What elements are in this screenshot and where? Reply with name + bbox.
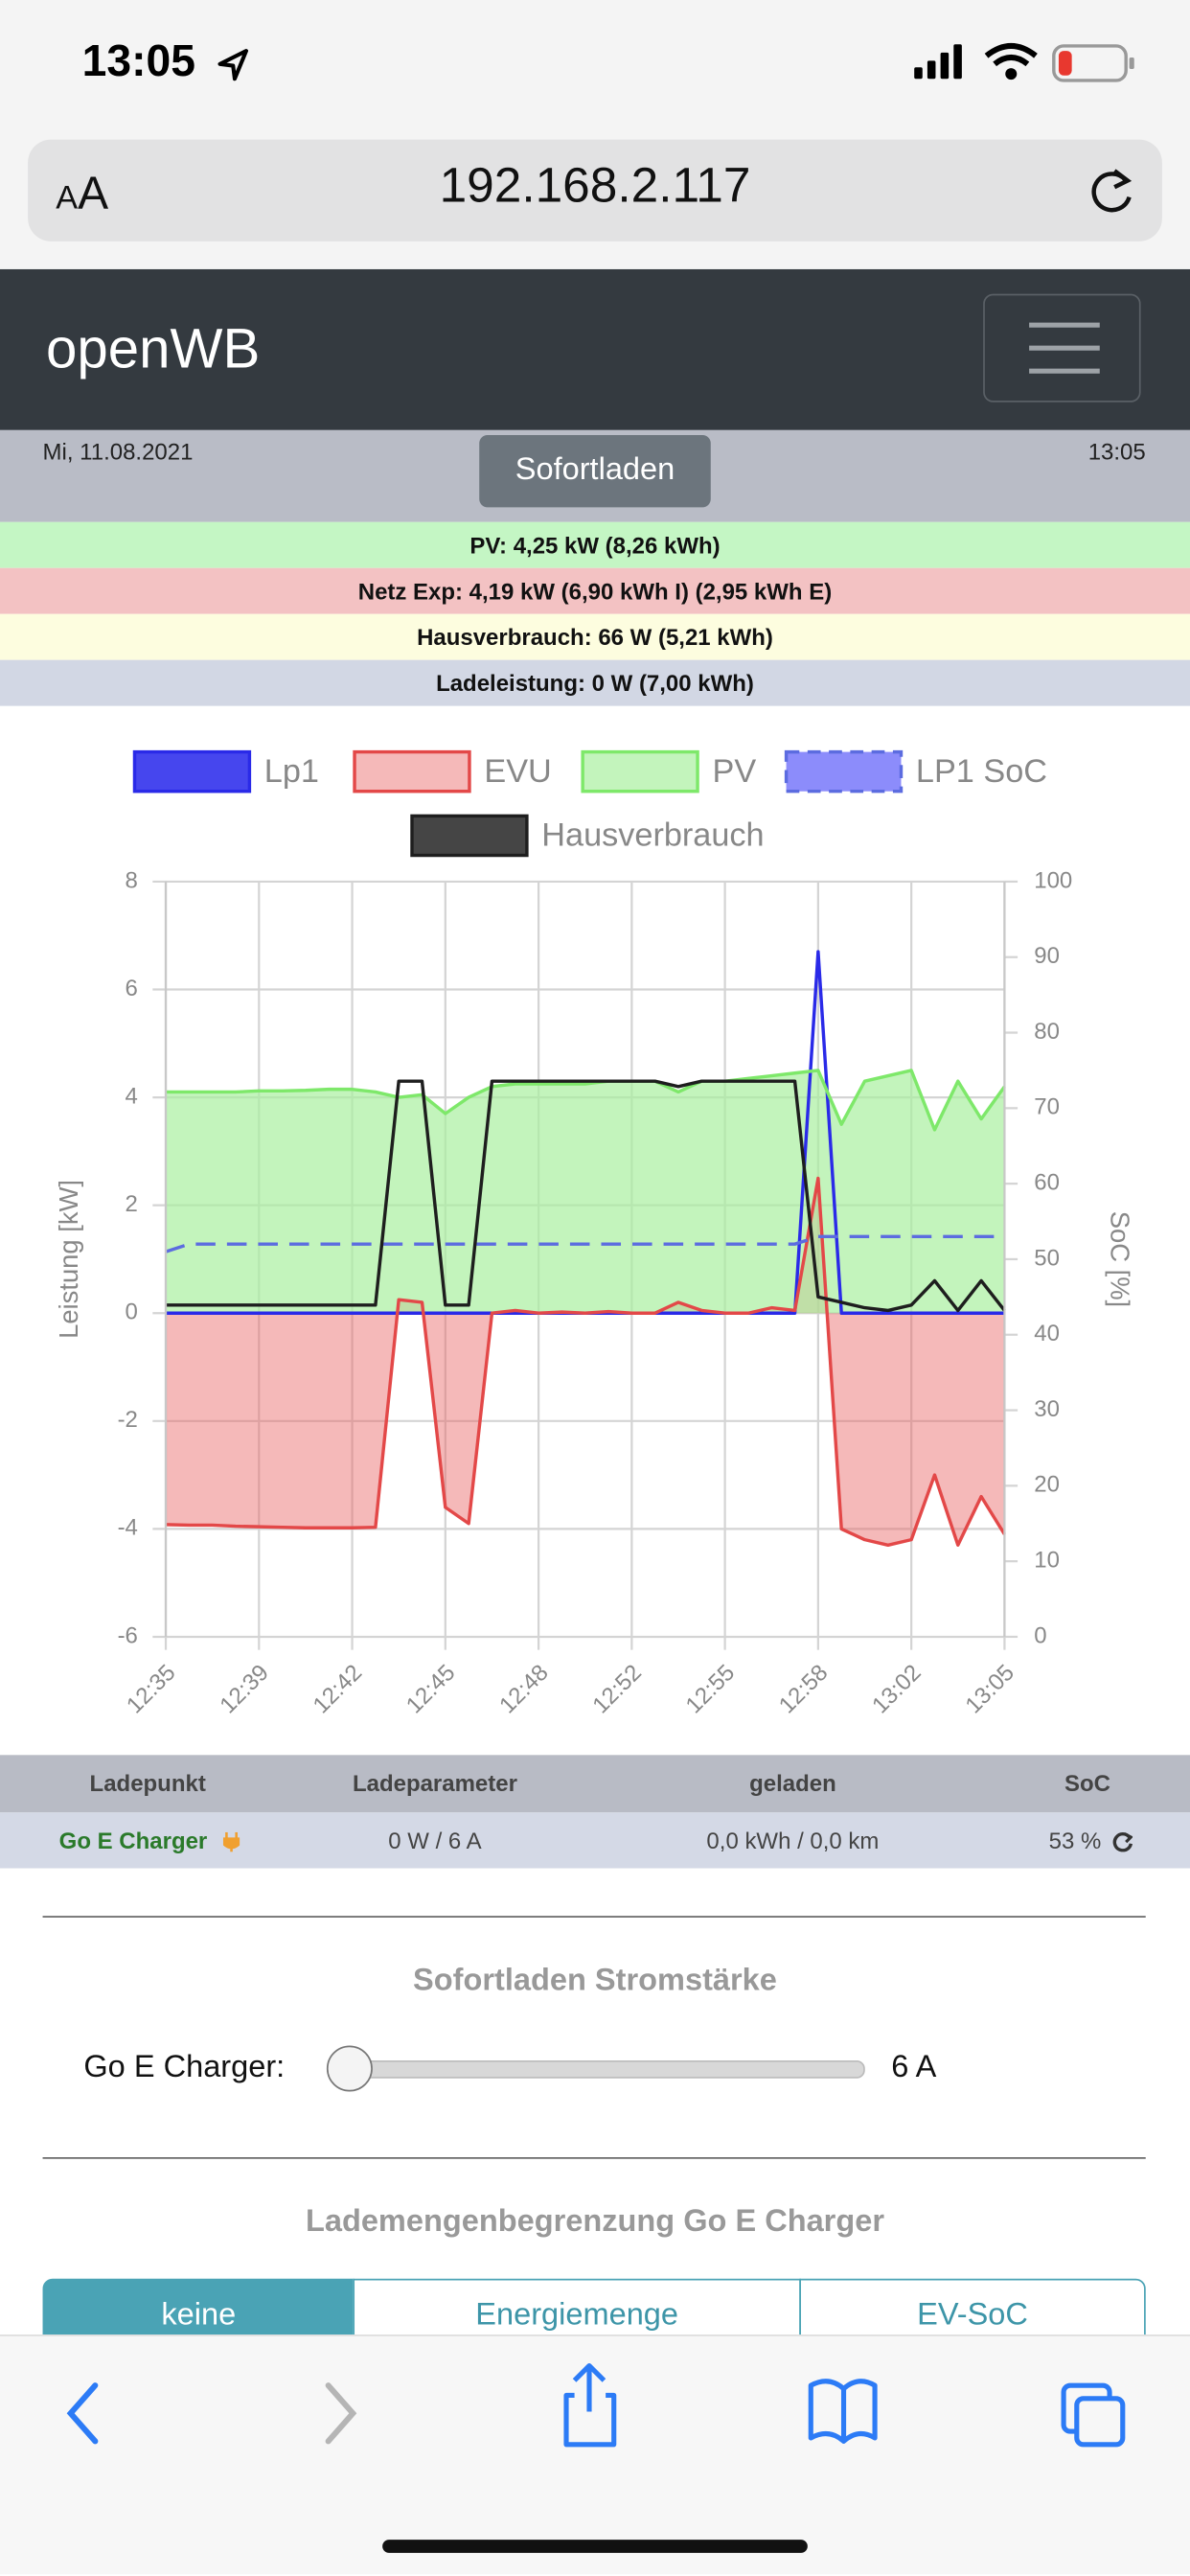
table-row	[0, 1812, 1190, 1869]
x-tick-label: 12:35	[122, 1660, 181, 1719]
y-tick-label: -6	[118, 1622, 138, 1648]
y-tick-label: 2	[126, 1191, 138, 1217]
toolbar-icons	[66, 2363, 1126, 2553]
legend-label: EVU	[484, 753, 551, 790]
date: Mi, 11.08.2021	[42, 438, 194, 465]
menu-button[interactable]	[983, 293, 1141, 402]
table-header-cell: geladen	[749, 1769, 836, 1797]
browser-toolbar	[0, 2334, 1190, 2575]
legend-label: Hausverbrauch	[541, 817, 764, 854]
legend-swatch	[353, 749, 471, 794]
brand[interactable]: openWB	[45, 318, 261, 381]
slider-label: Go E Charger:	[83, 2050, 286, 2085]
header-time: 13:05	[1087, 438, 1146, 465]
table-header-cell: SoC	[1064, 1769, 1110, 1797]
x-tick-label: 13:05	[960, 1660, 1019, 1719]
y-tick-label: -4	[118, 1515, 138, 1541]
x-tick-label: 12:58	[774, 1660, 834, 1719]
x-tick-label: 12:39	[215, 1660, 274, 1719]
legend-label: PV	[712, 753, 756, 790]
legend-label: Lp1	[264, 753, 319, 790]
y2-tick-label: 80	[1034, 1019, 1060, 1045]
y2-tick-label: 70	[1034, 1094, 1060, 1120]
line	[166, 1079, 1006, 1313]
url-bar[interactable]	[28, 139, 1162, 242]
table-header-cell: Ladeparameter	[352, 1769, 517, 1797]
section-title: Sofortladen Stromstärke	[413, 1963, 777, 1998]
x-tick-label: 12:42	[309, 1660, 368, 1719]
line	[165, 1176, 1006, 1547]
legend-label: LP1 SoC	[916, 753, 1047, 790]
y2-tick-label: 90	[1034, 943, 1060, 969]
location-icon	[217, 49, 249, 81]
y2-tick-label: 30	[1034, 1396, 1060, 1422]
divider	[42, 1916, 1146, 1918]
y-axis-title: Leistung [kW]	[54, 1180, 83, 1339]
soc-refresh-icon[interactable]	[1112, 1832, 1133, 1852]
y2-axis-title: SoC [%]	[1105, 1211, 1134, 1307]
y2-tick-label: 40	[1034, 1321, 1060, 1346]
url[interactable]: 192.168.2.117	[439, 159, 751, 214]
section-title: Lademengenbegrenzung Go E Charger	[305, 2204, 885, 2240]
y2-tick-label: 60	[1034, 1169, 1060, 1195]
area	[166, 1070, 1005, 1314]
y-tick-label: 8	[126, 867, 138, 893]
y2-tick-label: 100	[1034, 867, 1072, 893]
hamburger-icon	[1029, 322, 1100, 374]
mode-button[interactable]: Sofortladen	[479, 434, 711, 508]
area	[166, 1178, 1005, 1546]
x-tick-label: 12:45	[401, 1660, 461, 1719]
line	[166, 1069, 1006, 1132]
y-tick-label: -2	[118, 1407, 138, 1433]
text-size-button[interactable]: AA	[56, 167, 109, 218]
slider-value: 6 A	[891, 2050, 937, 2085]
y2-tick-label: 10	[1034, 1547, 1060, 1573]
charge-params: 0 W / 6 A	[388, 1827, 482, 1854]
slider-track[interactable]	[349, 2059, 865, 2079]
y-tick-label: 0	[126, 1300, 138, 1325]
y2-tick-label: 20	[1034, 1472, 1060, 1498]
x-tick-label: 12:52	[587, 1660, 647, 1719]
status-icons	[914, 42, 1134, 82]
table-header-cell: Ladepunkt	[89, 1769, 206, 1797]
y2-tick-label: 0	[1034, 1622, 1046, 1648]
charger-name[interactable]: Go E Charger	[58, 1827, 208, 1854]
clock: 13:05	[81, 35, 195, 86]
x-tick-label: 12:55	[681, 1660, 741, 1719]
x-tick-label: 12:48	[494, 1660, 554, 1719]
info-charge: Ladeleistung: 0 W (7,00 kWh)	[0, 659, 1190, 706]
y2-tick-label: 50	[1034, 1245, 1060, 1271]
legend-swatch	[784, 749, 904, 794]
soc: 53 %	[1048, 1827, 1102, 1854]
y-tick-label: 4	[126, 1083, 138, 1109]
legend-swatch	[132, 749, 252, 794]
info-house: Hausverbrauch: 66 W (5,21 kWh)	[0, 613, 1190, 660]
charged: 0,0 kWh / 0,0 km	[706, 1827, 880, 1854]
line	[165, 1234, 1005, 1254]
legend-swatch	[581, 749, 699, 794]
info-grid: Netz Exp: 4,19 kW (6,90 kWh I) (2,95 kWh…	[0, 567, 1190, 614]
divider	[42, 2157, 1146, 2159]
slider-knob[interactable]	[326, 2045, 373, 2092]
chart: Leistung [kW] SoC [%] -6-4-2024680102030…	[54, 749, 1134, 1719]
info-pv: PV: 4,25 kW (8,26 kWh)	[0, 521, 1190, 568]
table-header	[0, 1755, 1190, 1813]
y-tick-label: 6	[126, 976, 138, 1001]
plug-icon	[222, 1831, 240, 1852]
legend-swatch	[410, 814, 529, 858]
x-tick-label: 13:02	[867, 1660, 927, 1719]
reload-icon[interactable]	[1084, 164, 1139, 219]
